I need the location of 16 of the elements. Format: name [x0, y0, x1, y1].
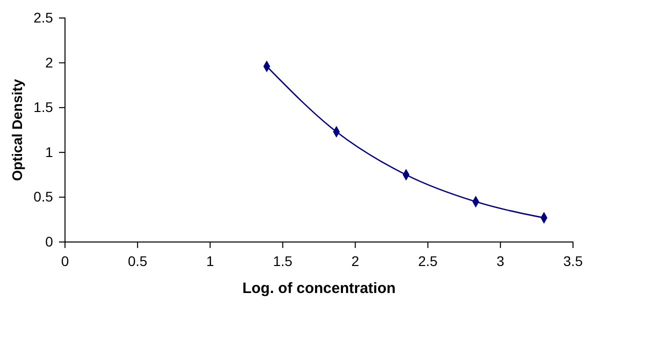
- y-tick-label: 1.5: [34, 99, 54, 116]
- y-tick-label: 1: [45, 144, 54, 160]
- x-tick-label: 2: [351, 252, 360, 269]
- x-tick-label: 0.5: [128, 252, 148, 269]
- x-tick-label: 2.5: [418, 252, 438, 269]
- x-tick-label: 3: [496, 252, 505, 269]
- y-tick-label: 2.5: [34, 9, 54, 26]
- y-tick-label: 2: [45, 54, 54, 70]
- x-tick-label: 1: [206, 252, 214, 269]
- y-tick-label: 0.5: [34, 188, 54, 205]
- x-tick-label: 1.5: [272, 252, 293, 269]
- y-tick-label: 0: [45, 233, 54, 250]
- x-tick-label: 0: [61, 252, 70, 269]
- x-tick-label: 3.5: [563, 252, 583, 269]
- x-axis-title: Log. of concentration: [242, 280, 396, 297]
- y-axis-title: Optical Density: [9, 78, 25, 181]
